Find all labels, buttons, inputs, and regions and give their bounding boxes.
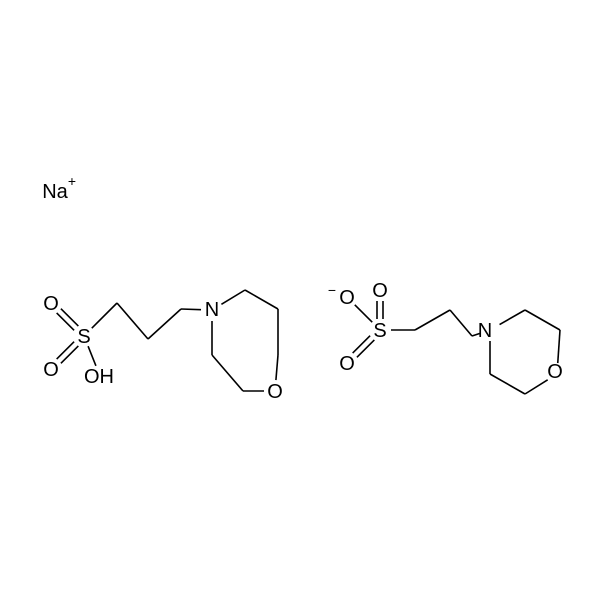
bond: [61, 346, 78, 363]
bond: [212, 355, 243, 391]
bond: [181, 309, 201, 310]
negative-charge: −: [328, 282, 336, 298]
atom-O3: O: [339, 287, 355, 309]
atom-N: N: [478, 320, 492, 342]
atom-O1: O: [372, 280, 388, 302]
atom-O1: O: [43, 293, 59, 315]
bond: [355, 305, 372, 322]
bond: [525, 310, 560, 330]
bond: [61, 309, 78, 326]
chemical-structure-diagram: Na+SOOOHNOSOOONO−: [0, 0, 600, 600]
atom-O2: O: [43, 359, 59, 381]
atom-O_ring: O: [267, 381, 283, 403]
bond: [525, 380, 548, 394]
bond: [357, 340, 374, 357]
bond: [88, 346, 96, 366]
bond: [221, 290, 245, 304]
sodium-ion: Na: [42, 181, 68, 203]
bond: [276, 355, 278, 380]
bond: [490, 374, 525, 394]
bond: [245, 290, 278, 309]
bond: [148, 309, 181, 339]
bond: [117, 303, 148, 339]
bond: [353, 336, 370, 353]
bond: [558, 330, 560, 363]
bond: [500, 310, 525, 325]
sodium-charge: +: [68, 173, 76, 189]
bond: [450, 310, 472, 336]
atom-OH: OH: [84, 366, 114, 388]
atom-N: N: [205, 299, 219, 321]
atom-S: S: [77, 326, 90, 348]
bond: [92, 303, 117, 328]
bond: [415, 310, 450, 330]
bond: [57, 342, 74, 359]
atom-O_ring: O: [547, 361, 563, 383]
atom-S: S: [373, 320, 386, 342]
bond: [57, 313, 74, 330]
atom-O2: O: [339, 353, 355, 375]
